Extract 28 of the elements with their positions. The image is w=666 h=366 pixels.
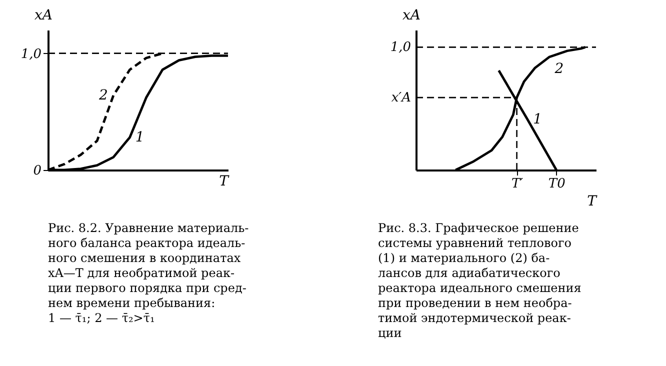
series-label: 2 [554, 61, 564, 78]
text: Рис. 8.3. Графическое решение [378, 221, 579, 235]
y-axis-title: xA [402, 8, 421, 24]
x-axis-title: T [219, 174, 230, 190]
text: лансов для адиабатического [378, 266, 560, 280]
text: ного баланса реактора идеаль- [48, 236, 246, 250]
text: (1) и материального (2) ба- [378, 251, 550, 265]
series-label: 2 [98, 87, 108, 104]
text: ции [378, 326, 402, 340]
text: ного смешения в координатах [48, 251, 241, 265]
series-label: 1 [533, 112, 542, 128]
text: нем времени пребывания: [48, 296, 216, 310]
ref-line-label: 1,0 [390, 40, 411, 56]
x-tick-label: T′ [511, 176, 524, 192]
text: xA—T для необратимой реак- [48, 266, 235, 280]
y-axis-title: xA [34, 8, 53, 24]
y-tick-label: 0 [33, 164, 42, 178]
text: при проведении в нем необра- [378, 296, 572, 310]
x-tick-label: T0 [548, 176, 566, 192]
text: тимой эндотермической реак- [378, 311, 571, 325]
x-axis-title: T [587, 194, 598, 210]
text: Рис. 8.2. Уравнение материаль- [48, 221, 249, 235]
text: ции первого порядка при сред- [48, 281, 246, 295]
text: системы уравнений теплового [378, 236, 572, 250]
series-label: 1 [135, 129, 144, 146]
ref-line-label: x′A [391, 90, 411, 106]
text: 1 — τ̄₁; 2 — τ̄₂>τ̄₁ [48, 311, 155, 325]
text: реактора идеального смешения [378, 281, 582, 295]
